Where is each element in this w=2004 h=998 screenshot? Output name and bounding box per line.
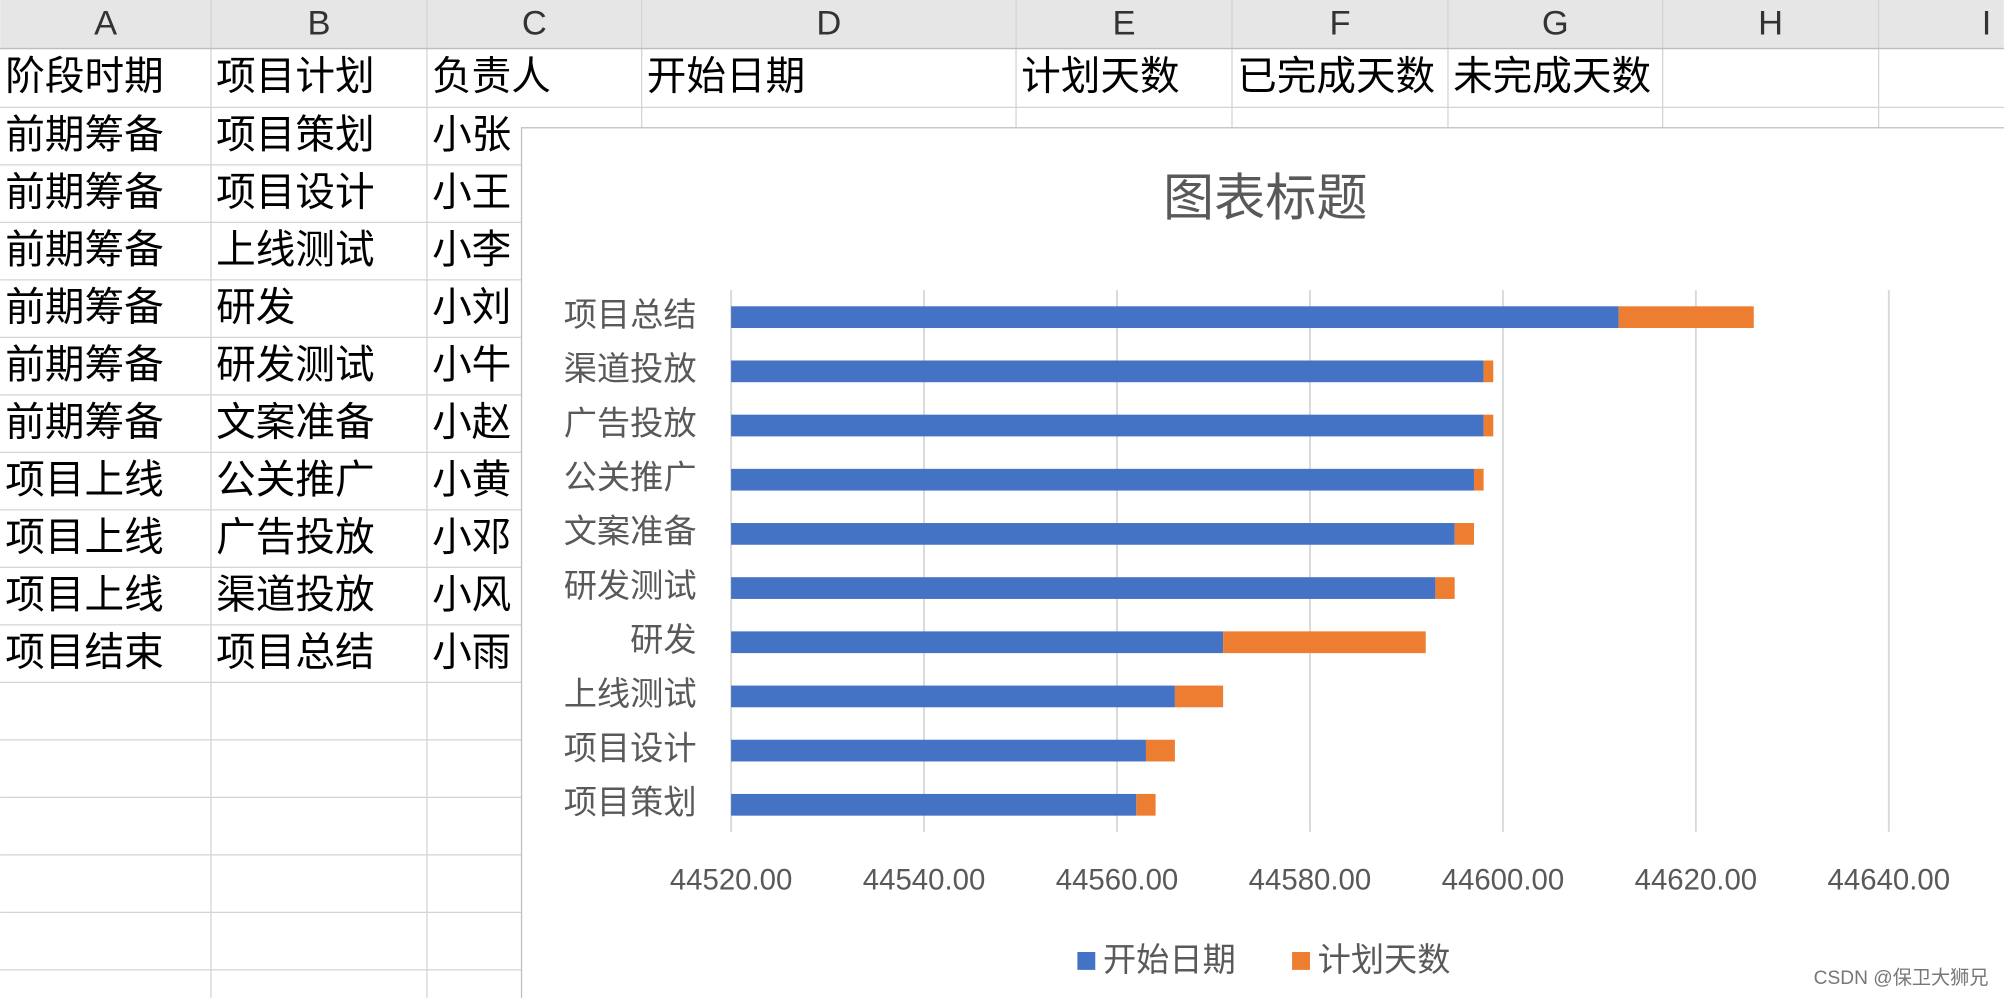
bar-segment (1223, 631, 1426, 654)
cell: 小赵 (432, 400, 511, 444)
cell: 前期筹备 (5, 400, 163, 444)
bar-segment (731, 631, 1224, 654)
y-tick-label: 渠道投放 (564, 351, 697, 388)
cell: 前期筹备 (5, 228, 163, 272)
cell: 小张 (432, 113, 511, 157)
x-tick-label: 44580.00 (1249, 863, 1372, 896)
bar-segment (1483, 360, 1494, 383)
bar-segment (731, 523, 1455, 545)
bar-segment (1136, 793, 1156, 816)
column-header: C (522, 5, 547, 43)
column-header-bar (0, 0, 2004, 49)
bar-segment (1435, 577, 1455, 599)
column-header: A (94, 5, 117, 43)
y-tick-label: 项目总结 (564, 297, 697, 334)
x-tick-label: 44540.00 (863, 863, 986, 896)
cell: 小邓 (432, 515, 511, 559)
cell: 前期筹备 (5, 113, 163, 157)
y-tick-label: 广告投放 (564, 405, 697, 442)
column-header: H (1758, 5, 1783, 43)
cell: 项目上线 (5, 515, 163, 559)
cell: 项目上线 (5, 573, 163, 617)
cell: 研发 (216, 285, 295, 329)
column-header: F (1329, 5, 1350, 43)
cell: 阶段时期 (5, 55, 163, 99)
cell: 前期筹备 (5, 343, 163, 387)
cell: 上线测试 (216, 228, 374, 272)
cell: 项目设计 (216, 170, 374, 214)
x-tick-label: 44640.00 (1828, 863, 1951, 896)
cell: 小王 (432, 170, 511, 214)
bar-segment (731, 685, 1175, 708)
cell: 项目计划 (216, 55, 374, 99)
bar-segment (731, 577, 1436, 599)
chart-title: 图表标题 (1163, 169, 1367, 226)
column-header: D (816, 5, 841, 43)
cell: 研发测试 (216, 343, 374, 387)
y-tick-label: 公关推广 (564, 459, 697, 496)
cell: 负责人 (432, 55, 551, 99)
cell: 小黄 (432, 458, 511, 502)
cell: 小风 (432, 573, 511, 617)
legend-label: 计划天数 (1318, 942, 1451, 979)
x-tick-label: 44620.00 (1635, 863, 1758, 896)
bar-segment (1145, 739, 1175, 762)
bar-segment (731, 414, 1484, 437)
cell: 小牛 (432, 343, 511, 387)
cell: 小李 (432, 228, 511, 272)
x-tick-label: 44520.00 (670, 863, 793, 896)
cell: 项目结束 (5, 630, 163, 674)
legend-swatch (1292, 951, 1310, 970)
cell: 广告投放 (216, 515, 374, 559)
legend-swatch (1077, 951, 1096, 970)
bar-segment (731, 306, 1619, 329)
legend-label: 开始日期 (1103, 942, 1236, 979)
x-tick-label: 44560.00 (1056, 863, 1179, 896)
bar-segment (1483, 414, 1494, 437)
column-header: I (1982, 5, 1992, 43)
cell: 前期筹备 (5, 285, 163, 329)
cell: 项目策划 (216, 113, 374, 157)
cell: 已完成天数 (1237, 55, 1435, 99)
column-header: E (1113, 5, 1136, 43)
y-tick-label: 上线测试 (564, 676, 697, 713)
column-header: B (307, 5, 330, 43)
cell: 文案准备 (216, 400, 374, 444)
bar-segment (1473, 468, 1484, 491)
cell: 项目上线 (5, 458, 163, 502)
bar-segment (1174, 685, 1224, 708)
bar-segment (731, 793, 1137, 816)
watermark: CSDN @保卫大狮兄 (1814, 967, 1989, 989)
bar-segment (731, 739, 1146, 762)
chart-area (520, 127, 2004, 998)
cell: 公关推广 (216, 458, 374, 502)
cell: 计划天数 (1021, 55, 1179, 99)
bar-segment (731, 468, 1474, 491)
column-header: G (1542, 5, 1569, 43)
cell: 小刘 (432, 285, 511, 329)
cell: 渠道投放 (216, 573, 374, 617)
bar-segment (1454, 523, 1474, 545)
cell: 项目总结 (216, 630, 374, 674)
y-tick-label: 文案准备 (564, 514, 697, 551)
cell: 前期筹备 (5, 170, 163, 214)
cell: 开始日期 (647, 55, 805, 99)
cell: 未完成天数 (1453, 55, 1651, 99)
y-tick-label: 研发 (630, 622, 696, 659)
cell: 小雨 (432, 630, 511, 674)
y-tick-label: 项目策划 (564, 785, 697, 822)
bar-segment (1618, 306, 1754, 329)
bar-segment (731, 360, 1484, 383)
x-tick-label: 44600.00 (1442, 863, 1565, 896)
y-tick-label: 项目设计 (564, 730, 697, 767)
y-tick-label: 研发测试 (564, 568, 697, 605)
